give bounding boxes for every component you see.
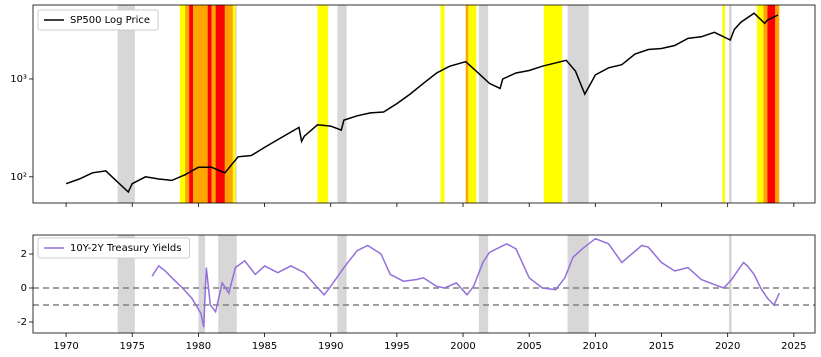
data-line (65, 12, 779, 194)
axes-frame (32, 4, 816, 204)
plot-area (65, 5, 780, 203)
x-tick-label: 2000 (450, 341, 475, 352)
x-tick-label: 1990 (318, 341, 343, 352)
legend: SP500 Log Price (37, 9, 159, 31)
x-tick-label: 1980 (186, 341, 211, 352)
shaded-region (211, 5, 216, 203)
shaded-region (337, 5, 347, 203)
shaded-region (756, 5, 764, 203)
shaded-region (543, 5, 563, 203)
shaded-region (775, 5, 780, 203)
y-tick-label: 10³ (10, 74, 27, 85)
shaded-region (567, 235, 589, 333)
y-tick-label: 2 (21, 249, 27, 260)
shaded-region (337, 235, 347, 333)
legend-box (37, 237, 190, 259)
shaded-region (478, 235, 489, 333)
shaded-region (218, 235, 237, 333)
shaded-region (232, 5, 236, 203)
y-tick-label: 0 (21, 283, 27, 294)
data-line (151, 237, 780, 328)
shaded-region (567, 5, 589, 203)
axes-frame (32, 234, 816, 334)
x-tick-label: 2005 (516, 341, 541, 352)
legend: 10Y-2Y Treasury Yields (37, 237, 190, 259)
shaded-region (728, 5, 732, 203)
shaded-region (215, 5, 225, 203)
shaded-region (189, 5, 194, 203)
shaded-region (179, 5, 186, 203)
shaded-region (767, 5, 776, 203)
shaded-region (117, 5, 135, 203)
shaded-region (207, 5, 212, 203)
x-tick-label: 2010 (583, 341, 608, 352)
shaded-region (468, 5, 477, 203)
shaded-region (198, 235, 206, 333)
shaded-region (763, 5, 768, 203)
plot-area (33, 235, 815, 333)
x-tick-label: 1975 (120, 341, 145, 352)
shaded-region (185, 5, 190, 203)
shaded-region (193, 5, 208, 203)
x-tick-label: 2015 (649, 341, 674, 352)
x-tick-label: 1985 (252, 341, 277, 352)
shaded-region (722, 5, 726, 203)
legend-label: 10Y-2Y Treasury Yields (70, 243, 182, 254)
shaded-region (728, 235, 732, 333)
y-tick-label: 10² (10, 172, 27, 183)
shaded-region (478, 5, 489, 203)
legend-box (37, 9, 159, 31)
shaded-region (117, 235, 135, 333)
shaded-region (224, 5, 233, 203)
shaded-region (465, 5, 469, 203)
x-tick-label: 2025 (781, 341, 806, 352)
y-tick-label: -2 (17, 317, 27, 328)
x-tick-label: 2020 (715, 341, 740, 352)
x-tick-label: 1995 (384, 341, 409, 352)
x-tick-label: 1970 (53, 341, 78, 352)
shaded-region (440, 5, 445, 203)
shaded-region (317, 5, 329, 203)
legend-label: SP500 Log Price (70, 15, 150, 26)
